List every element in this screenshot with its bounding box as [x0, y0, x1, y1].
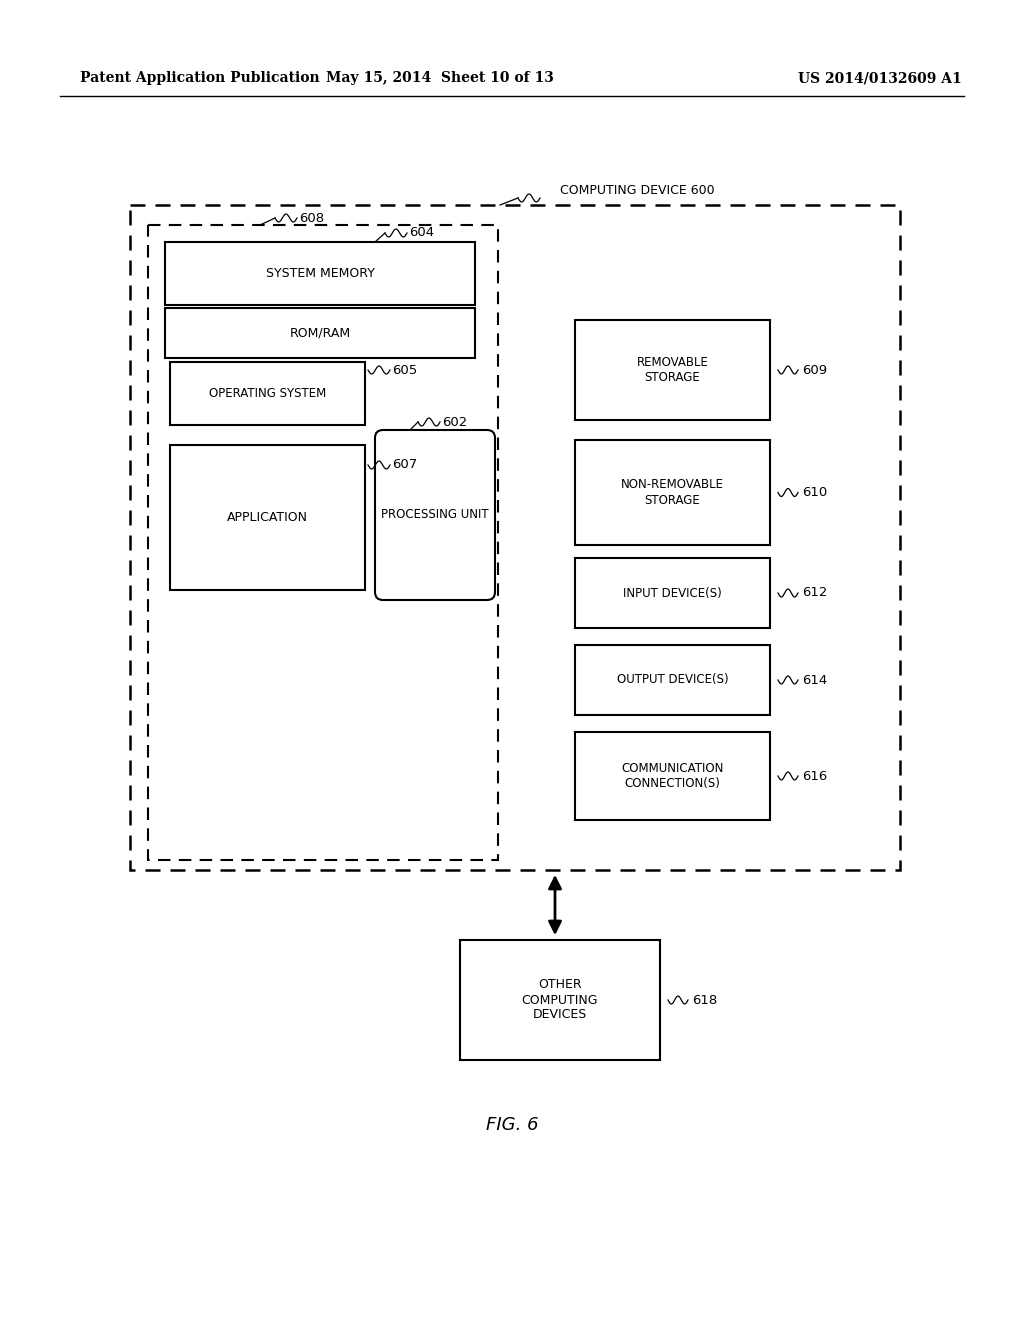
Text: FIG. 6: FIG. 6 [485, 1115, 539, 1134]
Text: SYSTEM MEMORY: SYSTEM MEMORY [265, 267, 375, 280]
Text: 618: 618 [692, 994, 717, 1006]
Bar [170, 445, 365, 590]
Text: OPERATING SYSTEM: OPERATING SYSTEM [209, 387, 326, 400]
Bar [165, 242, 475, 305]
Text: PROCESSING UNIT: PROCESSING UNIT [381, 508, 488, 521]
Text: 602: 602 [442, 416, 467, 429]
Text: ROM/RAM: ROM/RAM [290, 326, 350, 339]
Text: NON-REMOVABLE
STORAGE: NON-REMOVABLE STORAGE [621, 479, 724, 507]
Bar [575, 319, 770, 420]
Text: 607: 607 [392, 458, 417, 471]
Text: 609: 609 [802, 363, 827, 376]
Text: 604: 604 [409, 227, 434, 239]
Text: US 2014/0132609 A1: US 2014/0132609 A1 [798, 71, 962, 84]
Text: REMOVABLE
STORAGE: REMOVABLE STORAGE [637, 356, 709, 384]
Bar [165, 308, 475, 358]
Bar [130, 205, 900, 870]
Text: 610: 610 [802, 486, 827, 499]
Text: 612: 612 [802, 586, 827, 599]
Text: 608: 608 [299, 211, 325, 224]
Bar [170, 362, 365, 425]
Text: Patent Application Publication: Patent Application Publication [80, 71, 319, 84]
Text: OUTPUT DEVICE(S): OUTPUT DEVICE(S) [616, 673, 728, 686]
Bar [460, 940, 660, 1060]
Text: APPLICATION: APPLICATION [227, 511, 308, 524]
Text: 605: 605 [392, 363, 417, 376]
Bar [148, 224, 498, 861]
Text: 614: 614 [802, 673, 827, 686]
Bar [575, 558, 770, 628]
Text: 616: 616 [802, 770, 827, 783]
Text: May 15, 2014  Sheet 10 of 13: May 15, 2014 Sheet 10 of 13 [326, 71, 554, 84]
Bar [575, 440, 770, 545]
Bar [575, 645, 770, 715]
Text: OTHER
COMPUTING
DEVICES: OTHER COMPUTING DEVICES [522, 978, 598, 1022]
Text: COMPUTING DEVICE 600: COMPUTING DEVICE 600 [560, 183, 715, 197]
Text: COMMUNICATION
CONNECTION(S): COMMUNICATION CONNECTION(S) [622, 762, 724, 789]
Bar [575, 733, 770, 820]
Text: INPUT DEVICE(S): INPUT DEVICE(S) [624, 586, 722, 599]
